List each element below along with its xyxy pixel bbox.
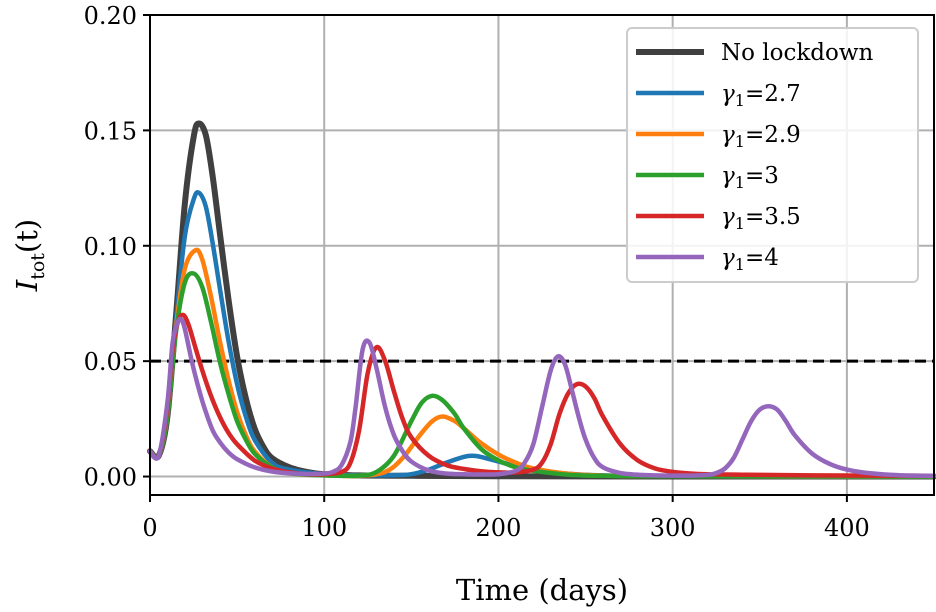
series-line-0 xyxy=(147,120,936,480)
series-line-4 xyxy=(147,312,936,479)
x-tick-label-0: 0 xyxy=(142,514,157,542)
x-tick-label-4: 400 xyxy=(824,514,870,542)
legend-label-4: γ1=3.5 xyxy=(721,204,801,233)
x-tick-label-1: 100 xyxy=(301,514,347,542)
legend: No lockdown γ1=2.7 γ1=2.9 γ1=3 γ1=3.5 γ1=4 xyxy=(626,27,919,283)
legend-label-0: No lockdown xyxy=(721,40,874,66)
x-tick-label-3: 300 xyxy=(650,514,696,542)
series-line-2 xyxy=(147,247,936,479)
y-tick-label-0: 0.00 xyxy=(84,464,137,492)
y-axis-title-sub: tot xyxy=(27,253,49,280)
x-axis-title: Time (days) xyxy=(456,573,628,607)
axis-ticks: 0 100 200 300 400 0.00 0.05 0.10 0.15 0.20 xyxy=(84,2,870,542)
legend-label-5: γ1=4 xyxy=(721,245,779,274)
plot-frame xyxy=(149,14,935,496)
x-tick-label-2: 200 xyxy=(476,514,522,542)
y-tick-label-1: 0.05 xyxy=(84,348,137,376)
y-axis-title: Itot(t) xyxy=(10,219,49,292)
legend-box xyxy=(626,27,919,283)
y-axis-title-main: I xyxy=(10,279,44,292)
y-tick-label-2: 0.10 xyxy=(84,233,137,261)
y-axis-title-arg: (t) xyxy=(10,219,44,253)
series-line-3 xyxy=(147,271,936,479)
series-line-5 xyxy=(147,316,936,479)
legend-label-1: γ1=2.7 xyxy=(721,81,801,110)
legend-label-3: γ1=3 xyxy=(721,163,779,192)
legend-label-2: γ1=2.9 xyxy=(721,122,801,151)
legend-items: No lockdown γ1=2.7 γ1=2.9 γ1=3 γ1=3.5 γ1=4 xyxy=(636,40,874,274)
series-lines xyxy=(147,120,936,480)
y-tick-label-4: 0.20 xyxy=(84,2,137,30)
y-tick-label-3: 0.15 xyxy=(84,117,137,145)
